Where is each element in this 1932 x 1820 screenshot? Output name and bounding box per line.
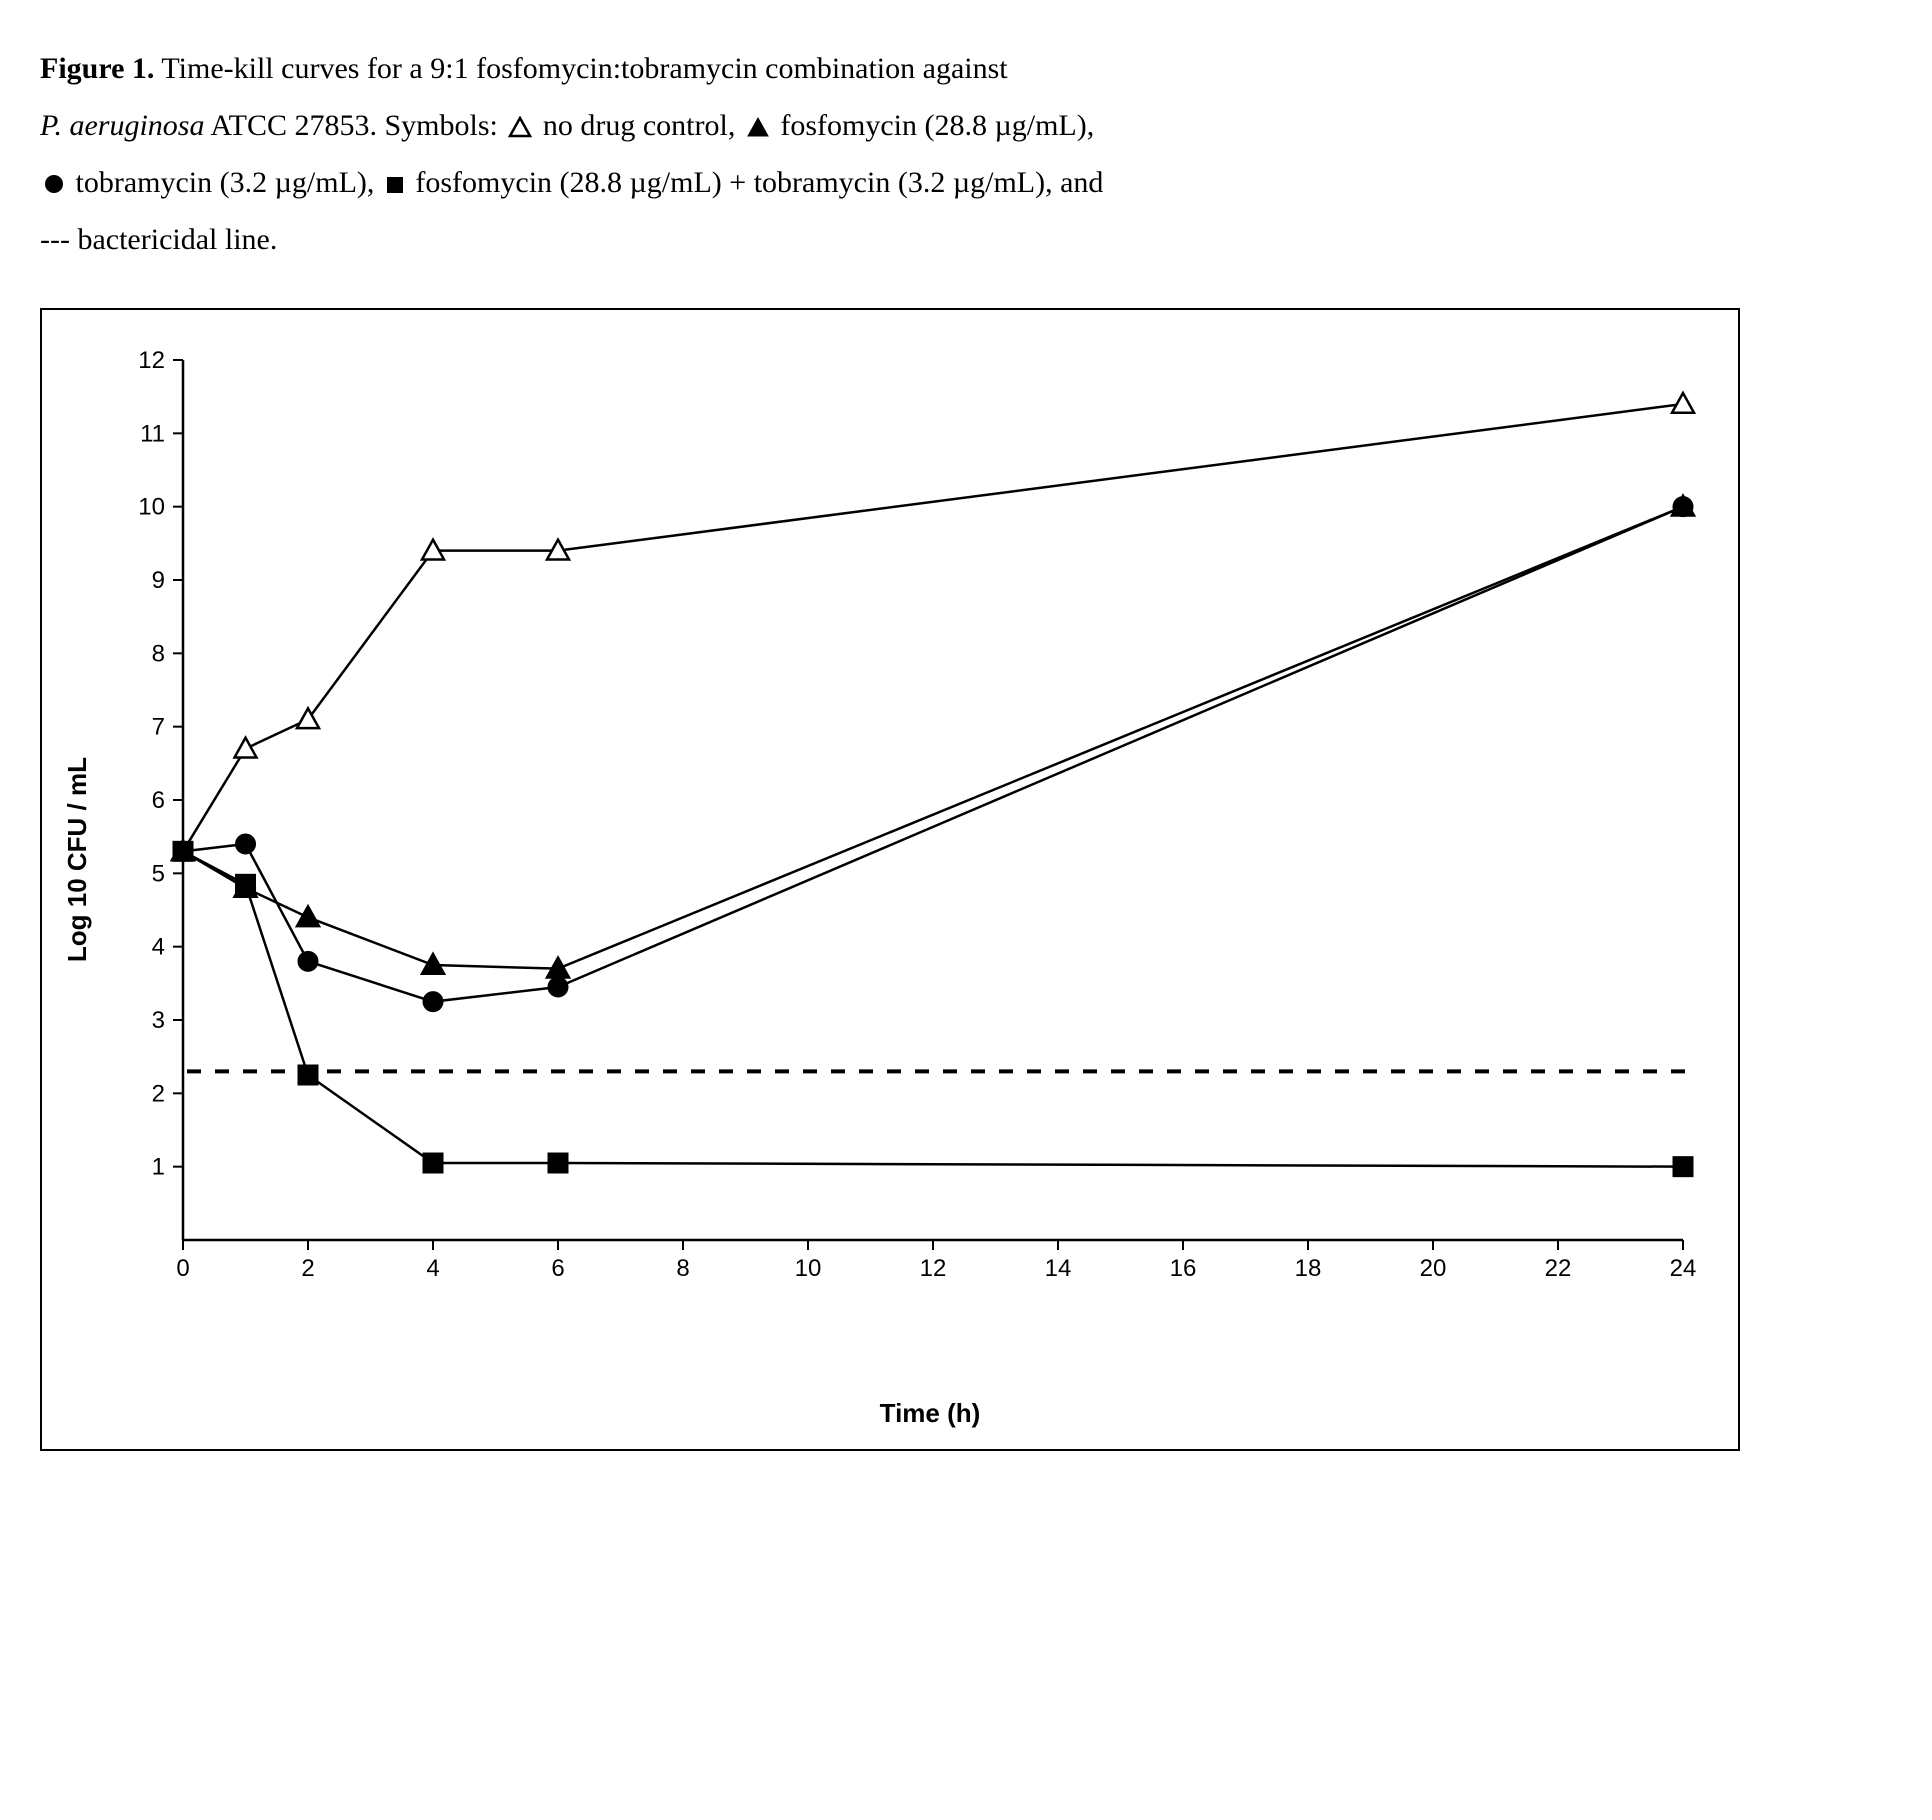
- caption-text-2: ATCC 27853. Symbols:: [204, 109, 505, 142]
- svg-text:10: 10: [795, 1255, 822, 1282]
- organism-name: P. aeruginosa: [40, 109, 204, 142]
- svg-text:9: 9: [152, 567, 165, 594]
- caption-text-1: Time-kill curves for a 9:1 fosfomycin:to…: [154, 52, 1007, 85]
- figure-caption: Figure 1. Time-kill curves for a 9:1 fos…: [40, 40, 1640, 268]
- svg-text:6: 6: [551, 1255, 564, 1282]
- svg-text:11: 11: [140, 420, 165, 447]
- time-kill-chart: 123456789101112024681012141618202224: [103, 340, 1703, 1380]
- legend-dashed-text: --- bactericidal line.: [40, 223, 277, 256]
- svg-text:8: 8: [152, 640, 165, 667]
- chart-frame: Log 10 CFU / mL 123456789101112024681012…: [40, 308, 1740, 1451]
- x-axis-label: Time (h): [142, 1398, 1718, 1429]
- svg-text:24: 24: [1670, 1255, 1697, 1282]
- legend-filled-circle-icon: [43, 173, 65, 195]
- legend-filled-square-icon: [385, 175, 405, 195]
- svg-text:10: 10: [138, 494, 165, 521]
- y-axis-label: Log 10 CFU / mL: [62, 757, 93, 962]
- svg-text:4: 4: [152, 934, 165, 961]
- svg-text:8: 8: [676, 1255, 689, 1282]
- legend-filled-circle-text: tobramycin (3.2 µg/mL),: [68, 166, 382, 199]
- legend-filled-triangle-icon: [746, 116, 770, 138]
- svg-text:5: 5: [152, 860, 165, 887]
- svg-text:1: 1: [152, 1154, 165, 1181]
- svg-text:6: 6: [152, 787, 165, 814]
- legend-filled-triangle-text: fosfomycin (28.8 µg/mL),: [773, 109, 1094, 142]
- legend-filled-square-text: fosfomycin (28.8 µg/mL) + tobramycin (3.…: [408, 166, 1104, 199]
- svg-text:2: 2: [152, 1080, 165, 1107]
- svg-text:0: 0: [176, 1255, 189, 1282]
- svg-text:14: 14: [1045, 1255, 1072, 1282]
- legend-open-triangle-icon: [508, 116, 532, 138]
- svg-text:12: 12: [920, 1255, 947, 1282]
- svg-text:2: 2: [301, 1255, 314, 1282]
- svg-text:20: 20: [1420, 1255, 1447, 1282]
- svg-text:7: 7: [152, 714, 165, 741]
- svg-text:22: 22: [1545, 1255, 1572, 1282]
- svg-text:4: 4: [426, 1255, 439, 1282]
- svg-text:3: 3: [152, 1007, 165, 1034]
- svg-text:18: 18: [1295, 1255, 1322, 1282]
- svg-text:12: 12: [138, 347, 165, 374]
- legend-open-triangle-text: no drug control,: [535, 109, 742, 142]
- figure-label: Figure 1.: [40, 52, 154, 85]
- svg-text:16: 16: [1170, 1255, 1197, 1282]
